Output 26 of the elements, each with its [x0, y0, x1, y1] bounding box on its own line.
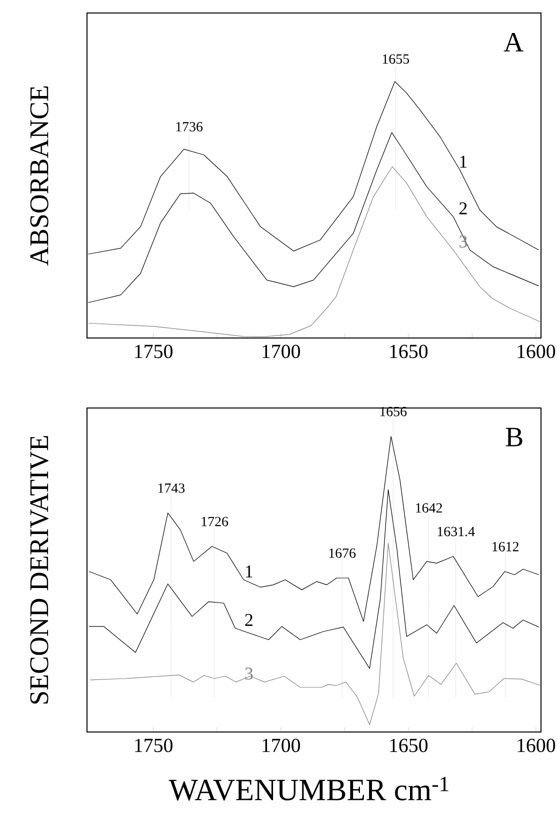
x-axis-title: WAVENUMBER cm$^{-1}$ — [168, 776, 448, 801]
ref-line-label: 1631.4 — [438, 526, 475, 536]
x-tick-label: 1700 — [262, 738, 300, 752]
ref-line-label: 1655 — [382, 54, 410, 64]
x-tick-label: 1750 — [135, 738, 172, 752]
ref-line-label: 1726 — [202, 516, 228, 526]
x-tick-label: 1600 — [518, 344, 556, 358]
series-label: 1 — [246, 566, 252, 578]
series-label: 2 — [459, 202, 467, 214]
annotation: B — [506, 428, 522, 446]
y-axis-title: SECOND DERIVATIVE — [30, 436, 48, 704]
text: A — [504, 32, 524, 52]
x-tick-label: 1750 — [135, 344, 172, 358]
ref-line-label: 1736 — [176, 122, 203, 132]
x-tick-label: 1600 — [518, 738, 556, 752]
series-label: 3 — [245, 668, 253, 680]
x-tick-label: 1650 — [390, 344, 428, 358]
ref-line-label: 1743 — [158, 483, 185, 493]
x-tick-label: 1700 — [262, 344, 300, 358]
ref-line-label: 1612 — [492, 542, 518, 552]
series-label: 1 — [460, 156, 467, 168]
y-axis-title: ABSORBANCE — [30, 86, 48, 266]
ref-line-label: 1642 — [416, 503, 442, 513]
series-label: 2 — [245, 614, 252, 626]
ref-line-label: 1676 — [329, 548, 356, 558]
x-tick-label: 1650 — [390, 738, 428, 752]
